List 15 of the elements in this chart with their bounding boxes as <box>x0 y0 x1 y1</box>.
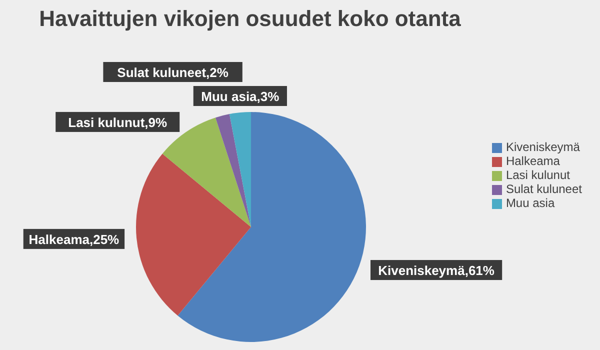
legend-label: Lasi kulunut <box>506 168 570 182</box>
pie-slice <box>178 112 366 342</box>
legend-label: Muu asia <box>506 196 555 210</box>
legend-label: Halkeama <box>506 154 560 168</box>
data-label: Sulat kuluneet,2% <box>117 65 229 80</box>
chart-title: Havaittujen vikojen osuudet koko otanta <box>38 6 462 32</box>
pie-slice <box>136 154 251 316</box>
pie-slice <box>229 112 251 227</box>
data-label: Halkeama,25% <box>28 232 120 247</box>
legend-label: Sulat kuluneet <box>506 182 582 196</box>
data-label: Muu asia,3% <box>201 89 280 104</box>
legend-label: Kiveniskeymä <box>506 140 580 154</box>
pie-slice <box>215 114 251 227</box>
data-label: Lasi kulunut,9% <box>68 114 168 130</box>
data-label: Kiveniskeymä,61% <box>378 263 495 278</box>
